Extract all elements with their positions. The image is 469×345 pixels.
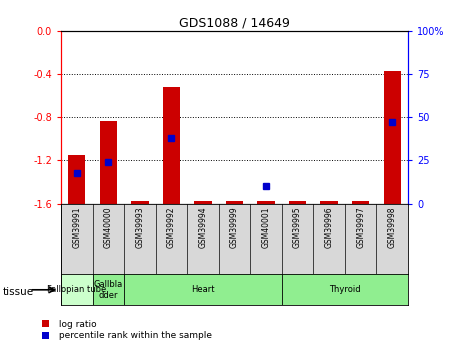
Text: GSM39998: GSM39998 [388,206,397,248]
Bar [289,201,306,204]
Bar [282,274,408,305]
Bar [163,87,180,204]
Text: Thyroid: Thyroid [329,285,361,294]
Title: GDS1088 / 14649: GDS1088 / 14649 [179,17,290,30]
Bar [92,274,124,305]
Bar [131,201,149,204]
Bar [257,201,275,204]
Text: GSM39993: GSM39993 [136,206,144,248]
Text: GSM39994: GSM39994 [198,206,207,248]
Text: GSM39992: GSM39992 [167,206,176,248]
Text: GSM39995: GSM39995 [293,206,302,248]
Bar [226,201,243,204]
Bar [99,120,117,204]
Text: Fallopian tube: Fallopian tube [47,285,106,294]
Bar [384,71,401,204]
Legend:  log ratio,  percentile rank within the sample: log ratio, percentile rank within the sa… [42,320,212,341]
Text: GSM39997: GSM39997 [356,206,365,248]
Text: GSM39996: GSM39996 [325,206,333,248]
Bar [194,201,212,204]
Text: GSM39999: GSM39999 [230,206,239,248]
Bar [68,155,85,204]
Text: GSM40001: GSM40001 [262,206,271,248]
Text: Heart: Heart [191,285,215,294]
Text: Gallbla
dder: Gallbla dder [94,280,123,299]
Bar [320,201,338,204]
Bar [352,201,370,204]
Bar [61,274,92,305]
Text: tissue: tissue [2,287,33,296]
Text: GSM39991: GSM39991 [72,206,81,248]
Bar [124,274,282,305]
Text: GSM40000: GSM40000 [104,206,113,248]
